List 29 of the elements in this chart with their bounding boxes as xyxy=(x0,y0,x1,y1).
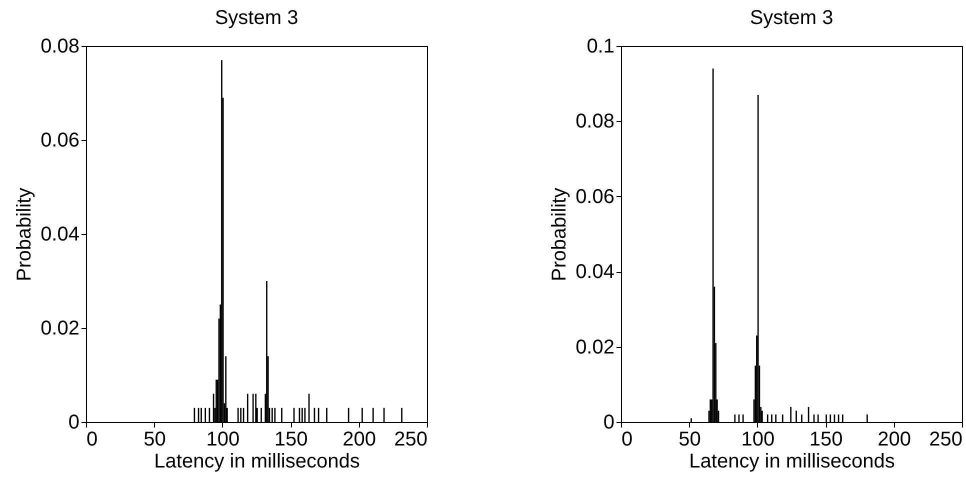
chart-title: System 3 xyxy=(214,7,298,29)
y-tick-label: 0.1 xyxy=(586,36,614,58)
x-tick-label: 0 xyxy=(86,428,98,450)
y-axis-title: Probability xyxy=(548,188,571,282)
y-tick-label: 0.04 xyxy=(40,224,80,246)
x-tick-label: 50 xyxy=(678,428,701,450)
x-tick-label: 200 xyxy=(878,428,911,450)
x-tick-label: 200 xyxy=(342,428,376,450)
x-tick-label: 50 xyxy=(144,428,166,450)
x-axis-title: Latency in milliseconds xyxy=(689,450,895,472)
y-tick-label: 0.08 xyxy=(576,110,614,133)
x-tick-label: 150 xyxy=(809,428,843,450)
x-tick-label: 100 xyxy=(741,428,775,450)
y-axis-title: Probability xyxy=(14,188,36,282)
x-axis-title: Latency in milliseconds xyxy=(154,450,360,472)
x-tick-label: 250 xyxy=(929,428,962,450)
chart-title: System 3 xyxy=(750,7,834,29)
y-tick-label: 0.04 xyxy=(576,261,614,284)
x-tick-label: 150 xyxy=(274,428,308,450)
y-tick-label: 0.02 xyxy=(576,336,614,358)
y-tick-label: 0 xyxy=(68,412,80,434)
y-tick-label: 0 xyxy=(603,412,614,434)
y-tick-label: 0.08 xyxy=(40,36,80,58)
y-tick-label: 0.06 xyxy=(40,130,80,152)
x-tick-label: 100 xyxy=(206,428,240,450)
y-tick-label: 0.02 xyxy=(40,318,80,340)
x-tick-label: 250 xyxy=(394,428,428,450)
x-tick-label: 0 xyxy=(622,428,633,450)
y-tick-label: 0.06 xyxy=(576,186,614,208)
